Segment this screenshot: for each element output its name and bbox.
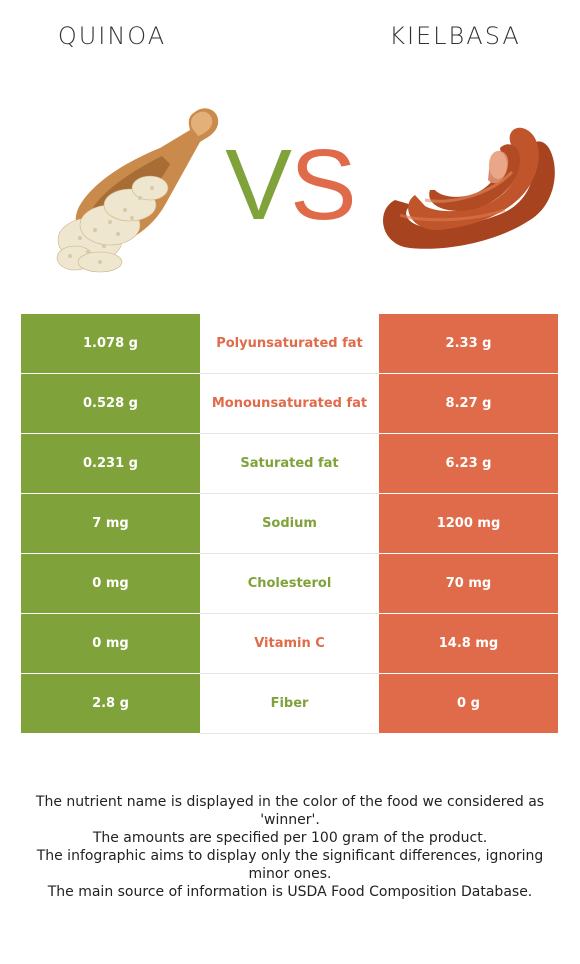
quinoa-value: 0.231 g — [21, 434, 200, 493]
table-row: 0.231 g Saturated fat 6.23 g — [21, 434, 558, 494]
nutrient-name: Vitamin C — [200, 614, 379, 674]
vs-s: S — [290, 129, 357, 241]
table-row: 0 mg Vitamin C 14.8 mg — [21, 614, 558, 674]
note-winner: The nutrient name is displayed in the co… — [35, 794, 545, 828]
nutrient-name: Fiber — [200, 674, 379, 734]
table-row: 2.8 g Fiber 0 g — [21, 674, 558, 734]
note-aim: The infographic aims to display only the… — [36, 848, 544, 882]
kielbasa-title: KIELBASA — [389, 22, 521, 50]
footnotes: The nutrient name is displayed in the co… — [20, 793, 560, 901]
quinoa-value: 0 mg — [21, 614, 200, 673]
kielbasa-value: 6.23 g — [379, 434, 558, 493]
kielbasa-value: 0 g — [379, 674, 558, 733]
quinoa-value: 7 mg — [21, 494, 200, 553]
table-row: 1.078 g Polyunsaturated fat 2.33 g — [21, 314, 558, 374]
table-row: 7 mg Sodium 1200 mg — [21, 494, 558, 554]
kielbasa-value: 70 mg — [379, 554, 558, 613]
vs-label: VS — [222, 135, 358, 235]
quinoa-value: 0 mg — [21, 554, 200, 613]
quinoa-value: 0.528 g — [21, 374, 200, 433]
quinoa-value: 1.078 g — [21, 314, 200, 373]
table-row: 0 mg Cholesterol 70 mg — [21, 554, 558, 614]
nutrient-name: Saturated fat — [200, 434, 379, 494]
vs-v: V — [225, 129, 292, 241]
quinoa-value: 2.8 g — [21, 674, 200, 733]
table-row: 0.528 g Monounsaturated fat 8.27 g — [21, 374, 558, 434]
nutrient-name: Polyunsaturated fat — [200, 314, 379, 374]
kielbasa-value: 2.33 g — [379, 314, 558, 373]
note-source: The main source of information is USDA F… — [47, 884, 533, 900]
kielbasa-image — [383, 127, 555, 249]
nutrient-name: Monounsaturated fat — [200, 374, 379, 434]
nutrient-name: Cholesterol — [200, 554, 379, 614]
quinoa-title: QUINOA — [57, 22, 167, 50]
note-amounts: The amounts are specified per 100 gram o… — [92, 830, 488, 846]
kielbasa-value: 8.27 g — [379, 374, 558, 433]
hero-illustrations — [56, 108, 555, 273]
kielbasa-value: 14.8 mg — [379, 614, 558, 673]
kielbasa-value: 1200 mg — [379, 494, 558, 553]
quinoa-scoop-image — [56, 108, 219, 273]
nutrient-name: Sodium — [200, 494, 379, 554]
